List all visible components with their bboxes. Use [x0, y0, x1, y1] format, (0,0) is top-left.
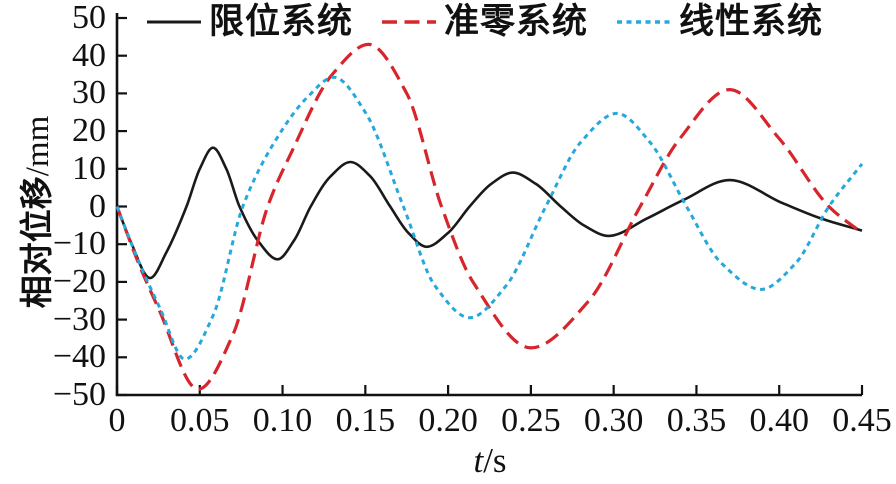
- y-tick-label: 50: [72, 0, 106, 36]
- y-tick-label: −40: [52, 338, 106, 376]
- y-tick-label: 30: [72, 74, 106, 112]
- x-axis-title: t/s: [400, 441, 580, 481]
- y-tick-label: 0: [89, 187, 106, 225]
- x-tick-label: 0.40: [749, 402, 809, 439]
- legend: 限位系统 准零系统 线性系统: [146, 2, 823, 42]
- legend-solid-line-sample: [147, 20, 201, 24]
- x-tick-label: 0.05: [170, 402, 230, 439]
- legend-dotted-line-sample: [617, 20, 672, 24]
- x-tick-label: 0.20: [418, 402, 478, 439]
- y-tick-label: −50: [52, 376, 106, 413]
- legend-label-linear-system: 线性系统: [679, 2, 824, 41]
- y-tick-label: −20: [52, 262, 106, 300]
- x-tick-label: 0.45: [832, 402, 892, 439]
- y-tick-label: −30: [52, 300, 106, 338]
- series-curve-1: [115, 42, 863, 391]
- legend-item-limit-system: 限位系统: [146, 2, 353, 42]
- y-tick-label: 10: [72, 149, 106, 187]
- legend-item-quasi-zero-system: 准零系统: [381, 2, 588, 42]
- x-axis-title-symbol: t: [473, 441, 484, 480]
- legend-item-linear-system: 线性系统: [616, 2, 823, 42]
- legend-label-limit-system: 限位系统: [209, 2, 354, 41]
- series-curve-2: [115, 75, 864, 361]
- y-tick-label: −10: [52, 225, 106, 263]
- x-tick-label: 0.10: [252, 402, 313, 439]
- x-tick-label: 0: [108, 402, 126, 439]
- y-tick-label: 40: [72, 36, 106, 74]
- x-tick-label: 0.35: [666, 402, 727, 439]
- x-tick-label: 0.30: [583, 402, 644, 439]
- legend-dashed-line-sample: [382, 20, 437, 24]
- series-curve-0: [115, 146, 863, 280]
- legend-label-quasi-zero-system: 准零系统: [444, 2, 589, 41]
- x-axis-title-unit: /s: [483, 441, 507, 480]
- y-tick-label: 20: [72, 112, 106, 150]
- x-tick-label: 0.25: [501, 402, 561, 439]
- x-tick-label: 0.15: [335, 402, 396, 439]
